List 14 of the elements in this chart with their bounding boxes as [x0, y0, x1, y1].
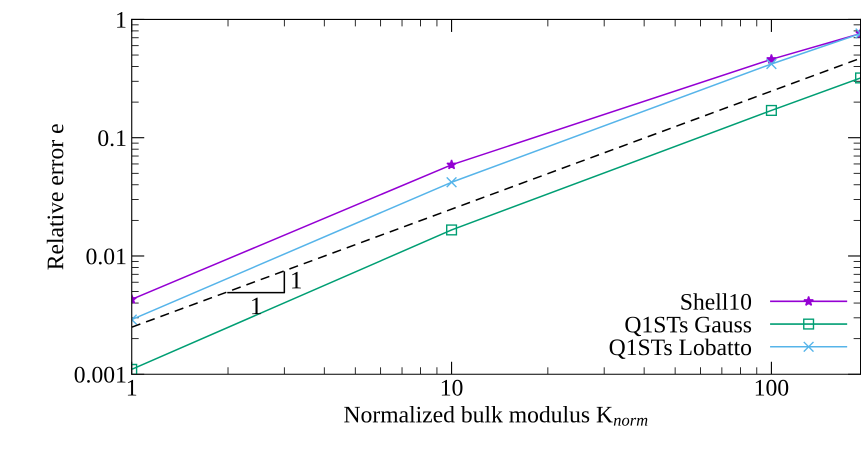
y-tick-label: 0.1	[98, 130, 126, 146]
y-tick-label: 1	[117, 12, 126, 28]
x-tick-label: 1	[128, 380, 136, 396]
annotation: 1	[252, 298, 261, 314]
x-tick-label: 100	[756, 380, 788, 396]
x-tick-label: 10	[442, 380, 462, 396]
x-axis-title: Normalized bulk modulus K$_{norm}$	[344, 406, 648, 426]
legend-label: Shell10	[681, 293, 752, 310]
y-tick-label: 0.001	[74, 366, 126, 383]
legend-label: Q1STs Gauss	[625, 316, 752, 336]
y-tick-label: 0.01	[86, 248, 126, 265]
annotation: 1	[292, 272, 301, 288]
legend-label: Q1STs Lobatto	[610, 338, 752, 359]
y-axis-title: Relative error e	[46, 124, 64, 270]
